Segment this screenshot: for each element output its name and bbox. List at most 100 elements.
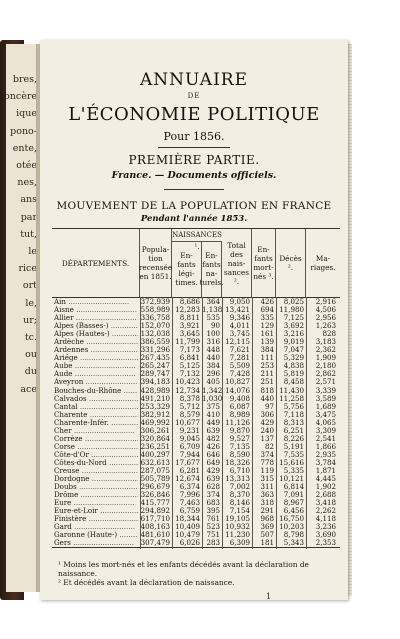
population-cell: 505,789 bbox=[140, 474, 170, 484]
departement-name: Alpes (Hautes-) bbox=[54, 330, 110, 339]
population-cell: 289,747 bbox=[140, 369, 170, 379]
mariages-cell: 2,362 bbox=[315, 345, 336, 355]
naturels-cell: 646 bbox=[206, 449, 220, 459]
leader-dots: ........................... bbox=[73, 314, 137, 323]
mariages-cell: 3,475 bbox=[315, 409, 336, 419]
departement-name: Finistère bbox=[54, 515, 87, 524]
mort-nes-cell: 311 bbox=[260, 482, 274, 492]
naturels-cell: 523 bbox=[206, 522, 220, 532]
deces-cell: 11,430 bbox=[279, 385, 304, 395]
previous-page-word: bres, bbox=[12, 74, 37, 85]
deces-cell: 10,203 bbox=[279, 522, 304, 532]
previous-page-word: ace bbox=[20, 383, 37, 395]
table-row: Creuse ........................... 287,07… bbox=[52, 466, 340, 475]
total-cell: 7,154 bbox=[229, 506, 250, 516]
departement-cell: Creuse ........................... bbox=[54, 467, 138, 475]
total-cell: 8,370 bbox=[229, 490, 250, 500]
mariages-cell: 4,506 bbox=[315, 305, 336, 315]
mort-nes-cell: 111 bbox=[260, 353, 274, 363]
mariages-cell: 2,956 bbox=[315, 313, 336, 323]
total-cell: 8,590 bbox=[229, 449, 250, 459]
legitimes-cell: 12,734 bbox=[175, 385, 200, 395]
departement-cell: Bouches-du-Rhône .......................… bbox=[54, 387, 138, 395]
leader-dots: ........................... bbox=[79, 466, 138, 475]
departement-name: Doubs bbox=[54, 483, 77, 492]
deces-cell: 5,191 bbox=[283, 441, 304, 451]
mort-nes-cell: 318 bbox=[260, 498, 274, 508]
mort-nes-cell: 426 bbox=[260, 297, 274, 306]
legitimes-cell: 8,811 bbox=[179, 313, 200, 323]
leader-dots: ........................... bbox=[88, 515, 138, 524]
population-cell: 617,710 bbox=[140, 514, 170, 524]
mariages-cell: 2,180 bbox=[315, 361, 336, 371]
mariages-cell: 1,263 bbox=[315, 321, 336, 331]
legitimes-cell: 10,423 bbox=[175, 377, 200, 387]
mort-nes-cell: 129 bbox=[260, 321, 274, 331]
departement-name: Côtes-du-Nord bbox=[54, 458, 107, 467]
departement-cell: Côtes-du-Nord ..........................… bbox=[54, 459, 138, 467]
table-row: Cantal ........................... 253,32… bbox=[52, 401, 340, 411]
legitimes-cell: 11,799 bbox=[175, 337, 200, 347]
mariages-cell: 3,339 bbox=[315, 385, 336, 395]
table-row: Finistère ...........................617… bbox=[52, 515, 340, 523]
legitimes-cell: 12,674 bbox=[175, 474, 200, 484]
leader-dots: ........................... bbox=[76, 483, 138, 492]
total-cell: 7,621 bbox=[229, 345, 250, 355]
legitimes-cell: 9,231 bbox=[179, 425, 200, 435]
departement-name: Gers bbox=[54, 539, 71, 548]
legitimes-cell: 18,344 bbox=[175, 514, 200, 524]
legitimes-cell: 5,125 bbox=[179, 361, 200, 371]
population-cell: 296,679 bbox=[140, 482, 170, 492]
leader-dots: ........................... bbox=[90, 346, 138, 355]
deces-cell: 8,798 bbox=[283, 530, 304, 540]
legitimes-cell: 3,921 bbox=[179, 321, 200, 331]
table-row: Ain ........................... 372,939 8,… bbox=[52, 297, 340, 306]
naturels-cell: 316 bbox=[206, 337, 220, 347]
departement-cell: Garonne (Haute-) .......................… bbox=[54, 531, 138, 539]
mort-nes-cell: 694 bbox=[260, 305, 274, 315]
departement-cell: Ardennes ........................... bbox=[54, 346, 138, 354]
population-cell: 632,613 bbox=[140, 457, 170, 467]
footnote-2: ² Et décédés avant la déclaration de nai… bbox=[58, 578, 235, 587]
table-row: Ariége ........................... 267,43… bbox=[52, 354, 340, 362]
departement-name: Côte-d'Or bbox=[54, 450, 89, 459]
departement-name: Ain bbox=[54, 298, 66, 306]
departement-cell: Alpes (Basses-) ........................… bbox=[54, 322, 138, 330]
departement-name: Drôme bbox=[54, 491, 79, 500]
deces-cell: 8,458 bbox=[283, 377, 304, 387]
legitimes-cell: 10,677 bbox=[175, 417, 200, 427]
total-cell: 19,105 bbox=[225, 514, 250, 524]
naturels-cell: 90 bbox=[210, 321, 220, 331]
departement-cell: Dordogne ........................... bbox=[54, 475, 138, 483]
population-cell: 394,183 bbox=[140, 377, 170, 387]
footnote-1: ¹ Moins les mort-nés et les enfants décé… bbox=[58, 560, 309, 578]
mariages-cell: 3,236 bbox=[315, 522, 336, 532]
mort-nes-cell: 374 bbox=[260, 449, 274, 459]
mort-nes-cell: 240 bbox=[260, 425, 274, 435]
total-cell: 10,932 bbox=[225, 522, 250, 532]
deces-cell: 15,616 bbox=[279, 457, 304, 467]
leader-dots: ........................... bbox=[78, 491, 138, 500]
departement-cell: Eure-et-Loir ........................... bbox=[54, 507, 138, 515]
mort-nes-cell: 161 bbox=[260, 329, 274, 339]
leader-dots: ........................... bbox=[84, 434, 138, 443]
deces-cell: 4,838 bbox=[283, 361, 304, 371]
departement-name: Charente bbox=[54, 410, 88, 419]
departement-name: Garonne (Haute-) bbox=[54, 531, 118, 540]
table-row: Côtes-du-Nord ..........................… bbox=[52, 457, 340, 467]
mort-nes-cell: 778 bbox=[260, 457, 274, 467]
departement-name: Ariége bbox=[54, 354, 78, 363]
departement-cell: Allier ........................... bbox=[54, 314, 138, 322]
legitimes-cell: 6,759 bbox=[179, 506, 200, 516]
table-row: Garonne (Haute-) .......................… bbox=[52, 531, 340, 539]
departement-cell: Cantal ........................... bbox=[54, 403, 138, 411]
departement-cell: Gers ........................... bbox=[54, 539, 138, 547]
naturels-cell: 374 bbox=[206, 490, 220, 500]
population-cell: 236,251 bbox=[140, 441, 170, 451]
population-cell: 253,329 bbox=[140, 401, 170, 411]
departement-cell: Corse ........................... bbox=[54, 443, 138, 451]
total-cell: 7,281 bbox=[229, 353, 250, 363]
mort-nes-cell: 97 bbox=[264, 401, 274, 411]
title-rule bbox=[158, 147, 230, 148]
leader-dots: ........................... bbox=[71, 523, 135, 532]
